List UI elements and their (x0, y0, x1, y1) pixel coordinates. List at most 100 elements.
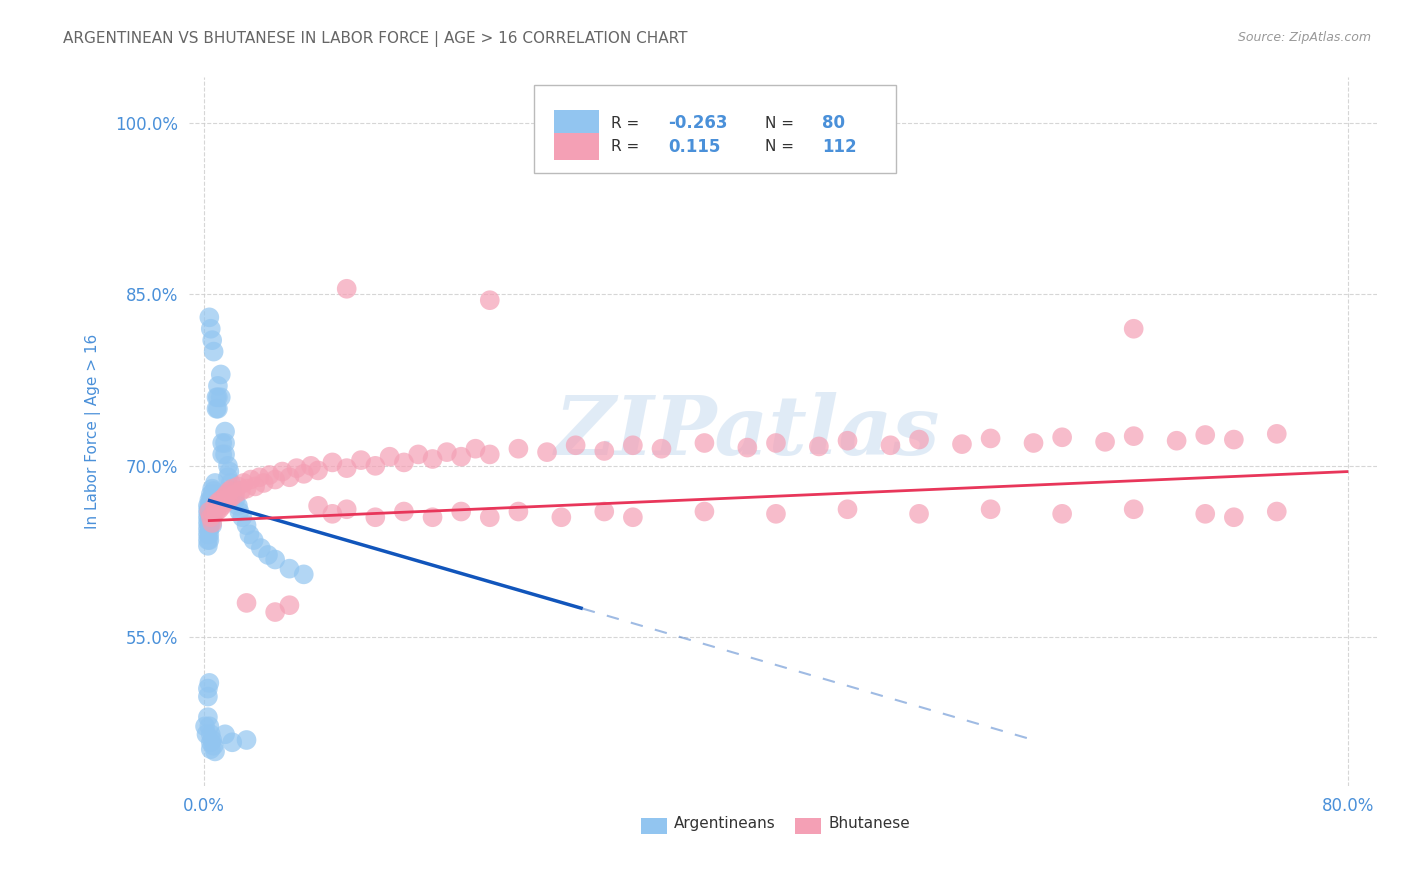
Point (221, 735, 243, 749)
Point (198, 504, 221, 518)
Point (198, 676, 221, 690)
Point (1265, 426, 1288, 441)
Point (207, 401, 229, 416)
Point (278, 561, 301, 575)
Point (197, 499, 219, 513)
Text: Bhutanese: Bhutanese (828, 816, 910, 831)
Point (200, 510, 222, 524)
Point (508, 442, 530, 456)
Point (218, 465, 240, 479)
Point (209, 390, 232, 404)
Point (201, 733, 224, 747)
Point (1223, 433, 1246, 447)
Point (197, 516, 219, 530)
Point (765, 436, 787, 450)
Text: N =: N = (765, 116, 799, 131)
Point (202, 493, 225, 508)
Point (218, 483, 240, 498)
Point (980, 502, 1002, 516)
Point (200, 493, 222, 508)
Point (201, 500, 224, 514)
Text: 112: 112 (823, 138, 856, 156)
Point (321, 455, 343, 469)
Point (201, 518, 224, 533)
Point (564, 438, 586, 452)
Point (1194, 507, 1216, 521)
Bar (554, 110, 599, 137)
Point (908, 433, 931, 447)
Point (765, 507, 787, 521)
Point (235, 482, 257, 496)
Point (198, 510, 221, 524)
Point (350, 453, 373, 467)
Bar (794, 818, 821, 834)
Point (197, 690, 219, 704)
Point (307, 499, 329, 513)
Point (478, 447, 501, 461)
Point (198, 522, 221, 536)
Text: 80: 80 (823, 114, 845, 133)
Point (198, 493, 221, 508)
Point (243, 479, 266, 493)
Point (1022, 436, 1045, 450)
Point (200, 504, 222, 518)
Point (621, 510, 644, 524)
Point (264, 605, 287, 619)
Point (214, 425, 236, 439)
Point (1166, 434, 1188, 448)
Point (204, 499, 226, 513)
FancyBboxPatch shape (534, 85, 896, 173)
Point (336, 282, 359, 296)
Point (201, 516, 224, 530)
Point (621, 438, 644, 452)
Point (202, 507, 225, 521)
Point (219, 475, 242, 490)
Point (211, 436, 233, 450)
Point (364, 510, 387, 524)
Point (593, 444, 616, 458)
Point (201, 491, 224, 505)
Point (1265, 504, 1288, 518)
Point (217, 458, 239, 473)
Point (1223, 510, 1246, 524)
Point (221, 482, 243, 496)
Point (271, 465, 294, 479)
Point (207, 495, 229, 509)
Point (197, 710, 219, 724)
Point (198, 527, 221, 541)
Point (278, 470, 301, 484)
Point (422, 510, 444, 524)
Point (235, 518, 257, 533)
Point (879, 438, 901, 452)
Point (200, 735, 222, 749)
Point (204, 487, 226, 501)
Point (285, 461, 308, 475)
Point (202, 739, 225, 753)
Point (450, 504, 472, 518)
Point (200, 742, 222, 756)
Point (198, 516, 221, 530)
Point (224, 493, 246, 508)
Point (235, 733, 257, 747)
Point (1122, 502, 1144, 516)
Point (406, 447, 429, 461)
Point (392, 504, 415, 518)
Point (198, 499, 221, 513)
Point (200, 499, 222, 513)
Point (478, 293, 501, 308)
Text: 0.115: 0.115 (668, 138, 720, 156)
Point (197, 533, 219, 547)
Point (264, 473, 287, 487)
Text: -0.263: -0.263 (668, 114, 727, 133)
Text: N =: N = (765, 139, 799, 154)
Point (950, 437, 973, 451)
Point (264, 552, 287, 566)
Text: ARGENTINEAN VS BHUTANESE IN LABOR FORCE | AGE > 16 CORRELATION CHART: ARGENTINEAN VS BHUTANESE IN LABOR FORCE … (63, 31, 688, 47)
Point (201, 509, 224, 524)
Point (908, 507, 931, 521)
Point (980, 432, 1002, 446)
Point (231, 510, 253, 524)
Point (239, 473, 262, 487)
Point (207, 379, 229, 393)
Point (197, 527, 219, 541)
